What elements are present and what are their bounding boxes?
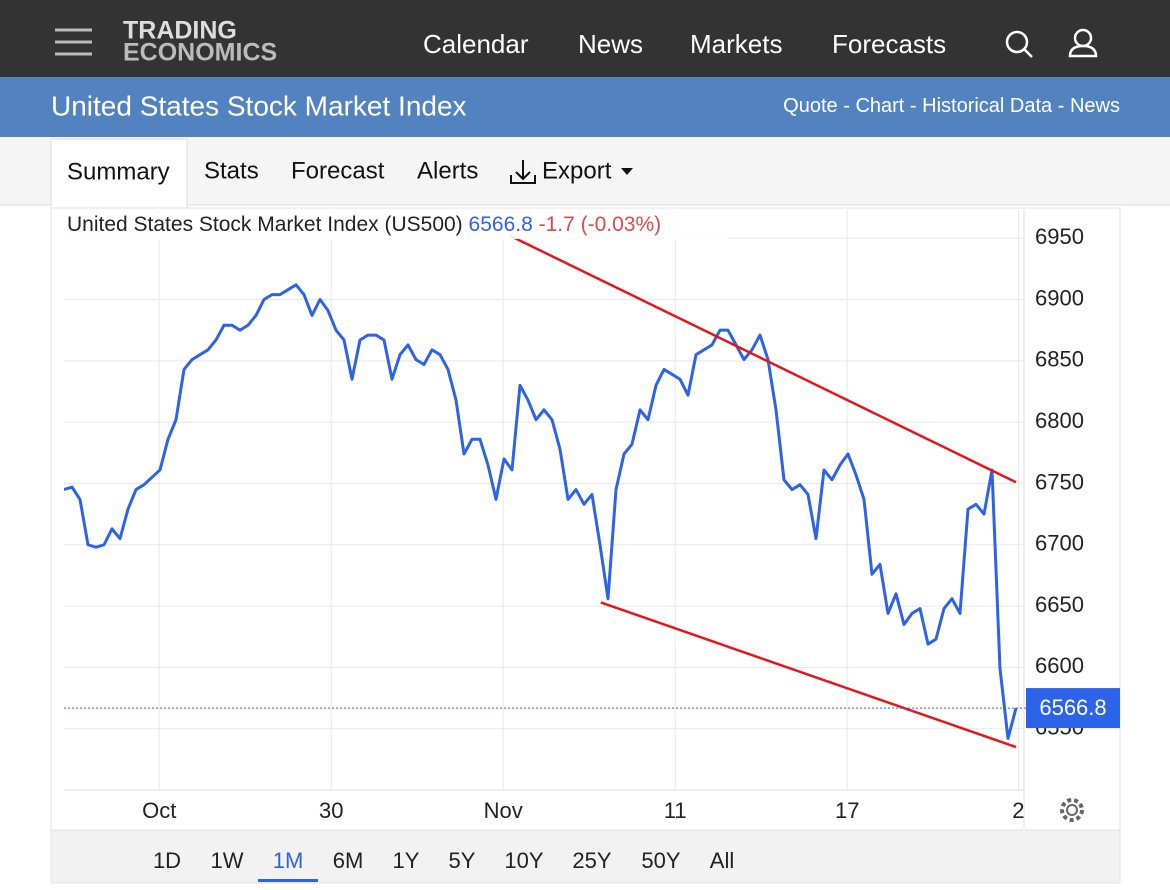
chart-panel [50,207,1121,831]
range-button[interactable]: 1M [273,848,304,873]
range-button[interactable]: 1W [211,848,244,873]
y-tick-label: 6900 [1035,285,1084,310]
trend-line [600,601,1017,749]
menu-icon[interactable] [55,28,92,56]
header-link[interactable]: Chart [855,95,904,117]
download-icon[interactable] [510,160,536,184]
separator: - [843,95,850,117]
y-tick-label: 6850 [1035,347,1084,372]
range-bar [50,829,1121,884]
change: -1.7 (-0.03%) [539,213,662,236]
chart-title: United States Stock Market Index (US500) [67,213,463,236]
nav-link[interactable]: Forecasts [832,29,946,59]
range-button[interactable]: 25Y [572,848,611,873]
logo-bottom[interactable]: ECONOMICS [123,39,277,67]
top-nav [0,0,1170,77]
tab-strip [0,137,1170,205]
page-title: United States Stock Market Index [51,90,467,121]
range-button[interactable]: 50Y [641,848,680,873]
axes: 655066006650670067506800685069006950Oct3… [64,210,1084,828]
y-tick-label: 6700 [1035,531,1084,556]
nav-link[interactable]: Markets [690,29,782,59]
x-tick-label: 17 [835,798,859,823]
range-buttons: 1D 1W 1M 6M 1Y 5Y 10Y 25Y 50Y All [153,848,734,882]
header-link[interactable]: News [1070,95,1120,117]
range-button[interactable]: All [710,848,734,873]
x-tick-label: Oct [142,798,176,823]
header-link[interactable]: Quote [783,95,837,117]
last-price-box [1026,688,1120,729]
range-button[interactable]: 10Y [504,848,543,873]
tab[interactable]: Export [542,157,612,184]
x-tick-label: 30 [319,798,343,823]
y-tick-label: 6800 [1035,408,1084,433]
header-link[interactable]: Historical Data [922,95,1053,117]
tab[interactable]: Alerts [417,157,478,184]
range-button[interactable]: 1D [153,848,181,873]
trend-line [509,234,1017,484]
nav-link[interactable]: News [578,29,643,59]
user-icon[interactable] [1068,28,1098,58]
x-tick-label: 11 [664,798,687,823]
separator: - [1058,95,1065,117]
price: 6566.8 [469,213,533,236]
x-tick-label: Nov [484,798,523,823]
dropdown-caret[interactable] [621,168,633,175]
active-tab[interactable] [50,138,188,210]
tab[interactable]: Stats [204,157,259,184]
y-tick-label: 6600 [1035,653,1084,678]
tab[interactable]: Summary [67,158,170,185]
tab[interactable]: Forecast [291,157,385,184]
last-price-label: 6566.8 [1039,695,1106,720]
separator: - [910,95,917,117]
chart-legend: United States Stock Market Index (US500)… [67,213,661,236]
x-tick-label: 2 [1012,798,1024,823]
legend-bg [64,211,728,239]
price-marker: 6566.8 [64,688,1120,729]
range-button[interactable]: 1Y [393,848,420,873]
y-tick-label: 6750 [1035,469,1084,494]
logo-top[interactable]: TRADING [123,17,237,45]
header-links: Quote - Chart - Historical Data - News [783,95,1120,117]
plot-area [64,210,1024,790]
y-tick-label: 6950 [1035,224,1084,249]
y-tick-label: 6650 [1035,592,1084,617]
range-button[interactable]: 5Y [449,848,476,873]
price-line [64,283,1018,740]
settings-icon[interactable] [1060,798,1084,822]
range-button[interactable]: 6M [333,848,364,873]
header-bar [0,77,1170,137]
search-icon[interactable] [1005,30,1033,58]
active-underline [258,879,318,882]
nav-link[interactable]: Calendar [423,29,529,59]
